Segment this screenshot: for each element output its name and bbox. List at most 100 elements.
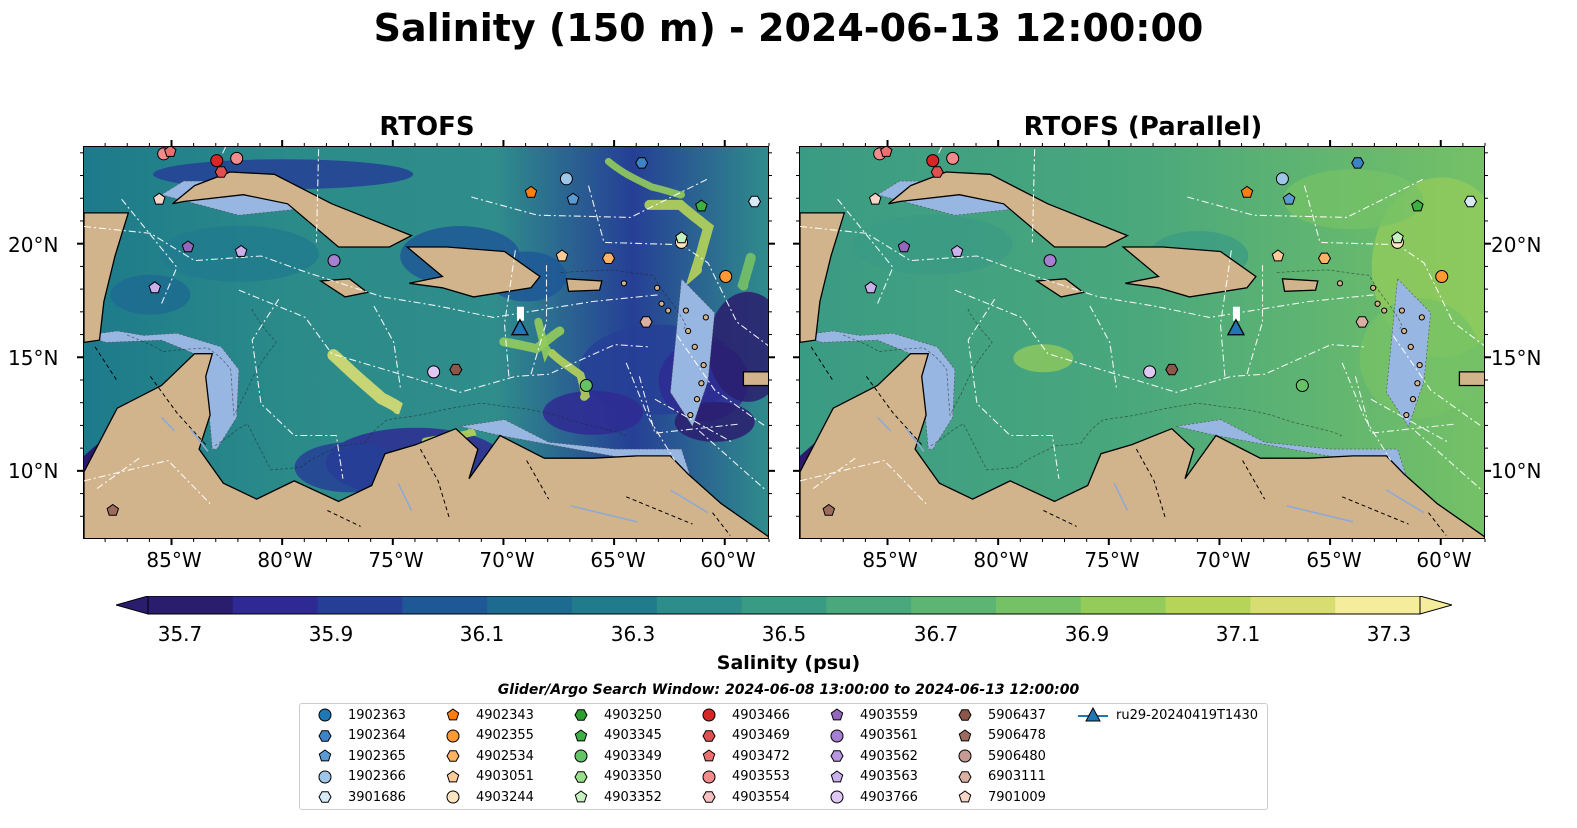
y-tick-label: 15°N bbox=[1491, 346, 1542, 370]
legend-marker-shape bbox=[830, 769, 844, 782]
float-4902534 bbox=[1317, 252, 1332, 264]
eez-boundary bbox=[1187, 178, 1425, 218]
eez-boundary bbox=[84, 225, 660, 318]
legend-item: 4903559 bbox=[822, 707, 918, 723]
island bbox=[654, 284, 661, 291]
float-4902343 bbox=[1240, 185, 1254, 198]
float-4903469 bbox=[214, 166, 228, 178]
legend-marker bbox=[318, 791, 332, 803]
country-border bbox=[626, 496, 693, 525]
float-3901686 bbox=[1463, 195, 1478, 208]
colorbar-segment bbox=[402, 596, 488, 614]
figure-title: Salinity (150 m) - 2024-06-13 12:00:00 bbox=[373, 6, 1204, 50]
land bbox=[318, 278, 369, 298]
legend-item: 4903469 bbox=[694, 728, 790, 744]
float-4903563 bbox=[864, 281, 878, 294]
eez-boundary bbox=[810, 457, 856, 491]
salinity-map bbox=[800, 147, 1484, 538]
legend-item: 1902363 bbox=[310, 707, 406, 723]
river bbox=[570, 505, 638, 523]
float-4903352 bbox=[675, 231, 688, 244]
legend-marker-shape bbox=[830, 750, 844, 762]
legend-marker bbox=[446, 708, 460, 721]
legend-marker bbox=[958, 709, 972, 721]
legend-label: 4903244 bbox=[476, 789, 534, 805]
legend-label: 4903051 bbox=[476, 769, 534, 784]
legend-marker-shape bbox=[318, 791, 332, 803]
float-4903563 bbox=[234, 244, 248, 257]
float-6903111 bbox=[1355, 316, 1369, 328]
eez-boundary bbox=[1219, 249, 1233, 377]
country-border bbox=[1242, 460, 1266, 500]
legend-marker-shape bbox=[702, 770, 716, 783]
y-tick-label: 20°N bbox=[8, 233, 59, 257]
island bbox=[682, 307, 690, 314]
float-4902343 bbox=[524, 185, 538, 198]
x-tick-label: 75°W bbox=[1084, 548, 1140, 572]
colorbar-segment bbox=[1335, 596, 1421, 614]
eez-boundary bbox=[676, 335, 766, 427]
float-4903561 bbox=[327, 254, 341, 268]
legend-marker bbox=[702, 791, 716, 803]
colorbar-segment bbox=[996, 596, 1082, 614]
legend-label: 4902534 bbox=[476, 748, 534, 764]
x-tick-label: 70°W bbox=[1195, 548, 1251, 572]
colorbar-segment bbox=[1080, 596, 1167, 614]
float-4903766 bbox=[1143, 365, 1157, 379]
colorbar-tick-label: 36.5 bbox=[761, 622, 807, 646]
bathymetry-contour bbox=[842, 307, 993, 417]
continental-shelf bbox=[1176, 419, 1409, 484]
x-tick-label: 60°W bbox=[1416, 548, 1472, 572]
colorbar-tick-label: 35.7 bbox=[157, 622, 203, 646]
eez-boundary bbox=[1354, 376, 1456, 434]
legend-marker-shape bbox=[446, 769, 460, 782]
country-border bbox=[327, 510, 361, 527]
legend-marker-shape bbox=[702, 749, 716, 762]
float-5906478 bbox=[822, 503, 836, 516]
y-tick-label: 10°N bbox=[8, 459, 59, 483]
eez-boundary bbox=[638, 376, 740, 434]
legend-label: 4903349 bbox=[604, 748, 662, 764]
low-salinity-region bbox=[542, 390, 643, 435]
country-border bbox=[712, 512, 731, 536]
land bbox=[1121, 246, 1257, 298]
river bbox=[160, 416, 176, 432]
land bbox=[800, 353, 1484, 538]
colorbar-label: Salinity (psu) bbox=[716, 652, 861, 674]
float-1902365 bbox=[1282, 192, 1296, 205]
eez-boundary bbox=[315, 149, 320, 243]
high-salinity-filament bbox=[327, 349, 405, 415]
island bbox=[1336, 280, 1344, 287]
float-1902366 bbox=[1275, 172, 1289, 186]
legend-marker-shape bbox=[702, 708, 716, 722]
legend-item: 4903472 bbox=[694, 748, 790, 764]
legend-marker-shape bbox=[318, 749, 332, 762]
island bbox=[698, 380, 705, 387]
colorbar-segment bbox=[1250, 596, 1336, 614]
island bbox=[693, 396, 701, 403]
legend-marker-shape bbox=[318, 708, 332, 722]
legend-item: 4903466 bbox=[694, 707, 790, 723]
legend-marker bbox=[446, 769, 460, 782]
legend-marker-shape bbox=[574, 709, 588, 721]
float-4903466 bbox=[210, 154, 224, 168]
legend-marker bbox=[830, 708, 844, 721]
river bbox=[189, 428, 209, 452]
y-tick-label: 15°N bbox=[8, 346, 59, 370]
legend-marker bbox=[446, 790, 460, 804]
island bbox=[1414, 380, 1421, 387]
colorbar-segment bbox=[232, 596, 319, 614]
salinity-region bbox=[852, 214, 1013, 275]
island bbox=[1416, 361, 1423, 369]
legend-label: 4903469 bbox=[732, 728, 790, 743]
land bbox=[742, 371, 768, 387]
land bbox=[405, 246, 541, 298]
float-1902364 bbox=[635, 157, 649, 169]
legend-marker-shape bbox=[446, 708, 460, 721]
salinity-region bbox=[1283, 169, 1424, 230]
legend-marker bbox=[574, 709, 588, 721]
legend-label: ru29-20240419T1430 bbox=[1116, 707, 1259, 723]
legend-item: 4903345 bbox=[566, 728, 662, 744]
float-4903051 bbox=[555, 249, 569, 262]
legend-marker bbox=[574, 770, 588, 783]
